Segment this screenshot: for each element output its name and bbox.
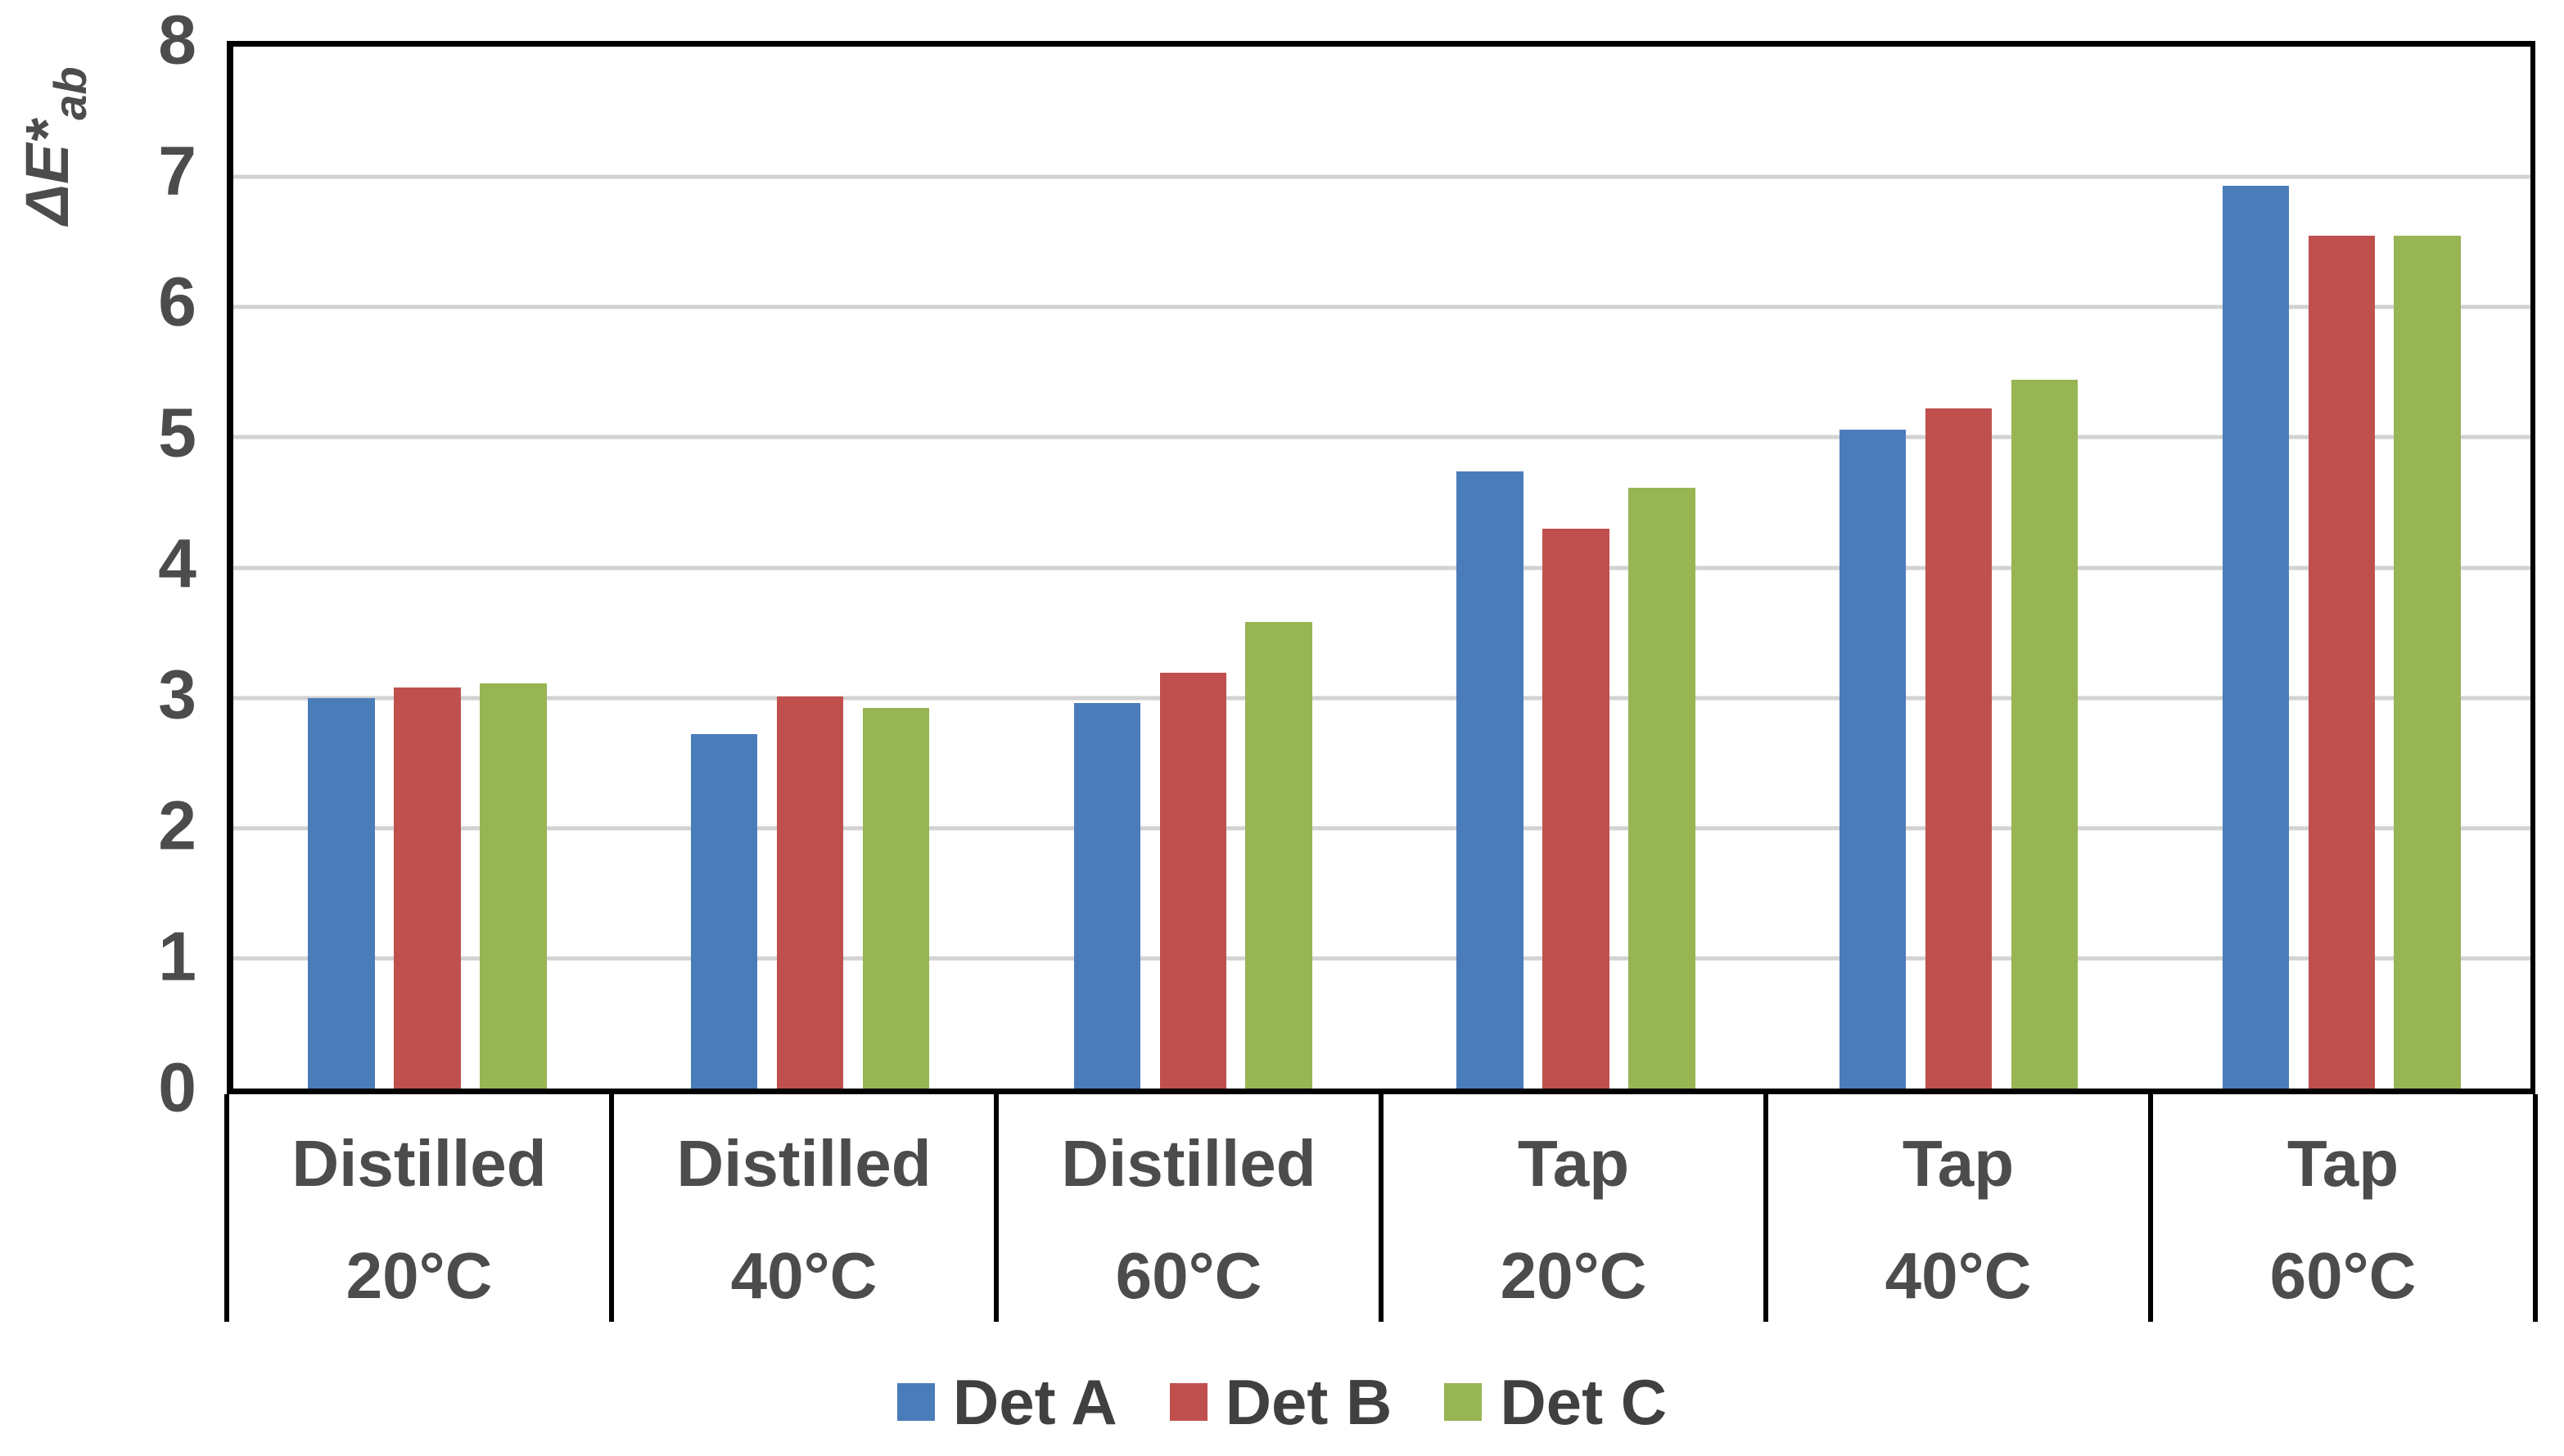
bar-det-b-tap-60-c (2308, 235, 2376, 1089)
y-tick-label-8: 8 (158, 1, 196, 79)
y-tick-label-6: 6 (158, 263, 196, 340)
y-tick-label-3: 3 (158, 656, 196, 733)
bar-det-b-distilled-40-c (776, 696, 844, 1089)
y-tick-label-0: 0 (158, 1048, 196, 1126)
category-label-tap-20-c: Tap 20°C (1381, 1094, 1766, 1322)
bar-det-c-tap-20-c (1628, 488, 1695, 1089)
y-tick-label-7: 7 (158, 132, 196, 210)
category-label-line1: Distilled (291, 1127, 547, 1200)
category-label-line2: 20°C (1500, 1239, 1647, 1312)
gridline-y-4 (233, 566, 2530, 570)
legend-swatch-icon (1444, 1382, 1483, 1421)
bar-det-a-distilled-20-c (308, 697, 375, 1089)
legend-item-det-b: Det B (1169, 1365, 1393, 1438)
category-separator-2 (994, 1094, 999, 1322)
category-label-line1: Distilled (676, 1127, 932, 1200)
gridline-y-1 (233, 956, 2530, 961)
category-label-distilled-40-c: Distilled 40°C (612, 1094, 996, 1322)
bar-det-a-distilled-40-c (690, 734, 758, 1089)
legend-label: Det B (1225, 1365, 1393, 1438)
category-label-line2: 40°C (1885, 1239, 2032, 1312)
legend-item-det-a: Det A (896, 1365, 1117, 1438)
bar-det-a-tap-40-c (1839, 429, 1907, 1089)
gridline-y-5 (233, 435, 2530, 440)
gridline-y-3 (233, 696, 2530, 701)
bar-det-a-distilled-60-c (1073, 703, 1141, 1089)
bar-det-b-distilled-20-c (394, 687, 461, 1089)
category-group-tap-40-c (1765, 47, 2148, 1089)
category-label-line2: 40°C (730, 1239, 878, 1312)
bar-det-a-tap-20-c (1456, 471, 1524, 1089)
legend-item-det-c: Det C (1444, 1370, 1667, 1434)
category-separator-1 (609, 1094, 614, 1322)
bar-det-c-tap-60-c (2394, 235, 2462, 1089)
category-label-line2: 60°C (1115, 1239, 1262, 1312)
category-group-distilled-60-c (999, 47, 1382, 1089)
category-group-distilled-40-c (616, 47, 1000, 1089)
category-label-line1: Distilled (1061, 1127, 1316, 1200)
gridline-y-2 (233, 826, 2530, 831)
gridline-y-7 (233, 174, 2530, 179)
x-axis-category-band: Distilled 20°C Distilled 40°C Distilled 60°C T… (224, 1094, 2538, 1322)
y-tick-label-2: 2 (158, 787, 196, 864)
category-label-line1: Tap (1902, 1127, 2015, 1200)
bar-det-b-distilled-60-c (1159, 673, 1227, 1089)
category-group-tap-60-c (2147, 47, 2530, 1089)
y-tick-label-4: 4 (158, 525, 196, 602)
legend-label: Det C (1500, 1365, 1668, 1438)
category-separator-4 (1763, 1094, 1768, 1322)
category-label-line1: Tap (1517, 1127, 1630, 1200)
category-group-tap-20-c (1382, 47, 1765, 1089)
category-label-line2: 20°C (345, 1239, 493, 1312)
category-separator-5 (2148, 1094, 2153, 1322)
y-tick-label-5: 5 (158, 394, 196, 471)
bar-det-b-tap-40-c (1925, 408, 1993, 1089)
legend: Det A Det B Det C (0, 1355, 2564, 1449)
category-label-line2: 60°C (2269, 1239, 2417, 1312)
bar-det-c-tap-40-c (2011, 380, 2079, 1089)
category-label-tap-40-c: Tap 40°C (1766, 1094, 2151, 1322)
category-label-distilled-60-c: Distilled 60°C (996, 1094, 1381, 1322)
category-label-distilled-20-c: Distilled 20°C (227, 1094, 612, 1322)
category-label-tap-60-c: Tap 60°C (2151, 1094, 2535, 1322)
bar-det-c-distilled-40-c (862, 708, 930, 1089)
bar-det-b-tap-20-c (1542, 528, 1609, 1089)
bar-det-a-tap-60-c (2222, 186, 2290, 1089)
legend-swatch-icon (896, 1382, 935, 1421)
y-tick-label-1: 1 (158, 917, 196, 995)
category-separator-0 (224, 1094, 229, 1322)
category-group-distilled-20-c (233, 47, 616, 1089)
category-separator-6 (2533, 1094, 2538, 1322)
legend-label: Det A (952, 1365, 1117, 1438)
plot-area (227, 41, 2535, 1094)
legend-swatch-icon (1169, 1382, 1208, 1421)
gridline-y-6 (233, 304, 2530, 309)
category-separator-3 (1379, 1094, 1384, 1322)
bar-det-c-distilled-60-c (1245, 622, 1313, 1089)
bar-det-c-distilled-20-c (480, 683, 547, 1089)
category-label-line1: Tap (2286, 1127, 2399, 1200)
